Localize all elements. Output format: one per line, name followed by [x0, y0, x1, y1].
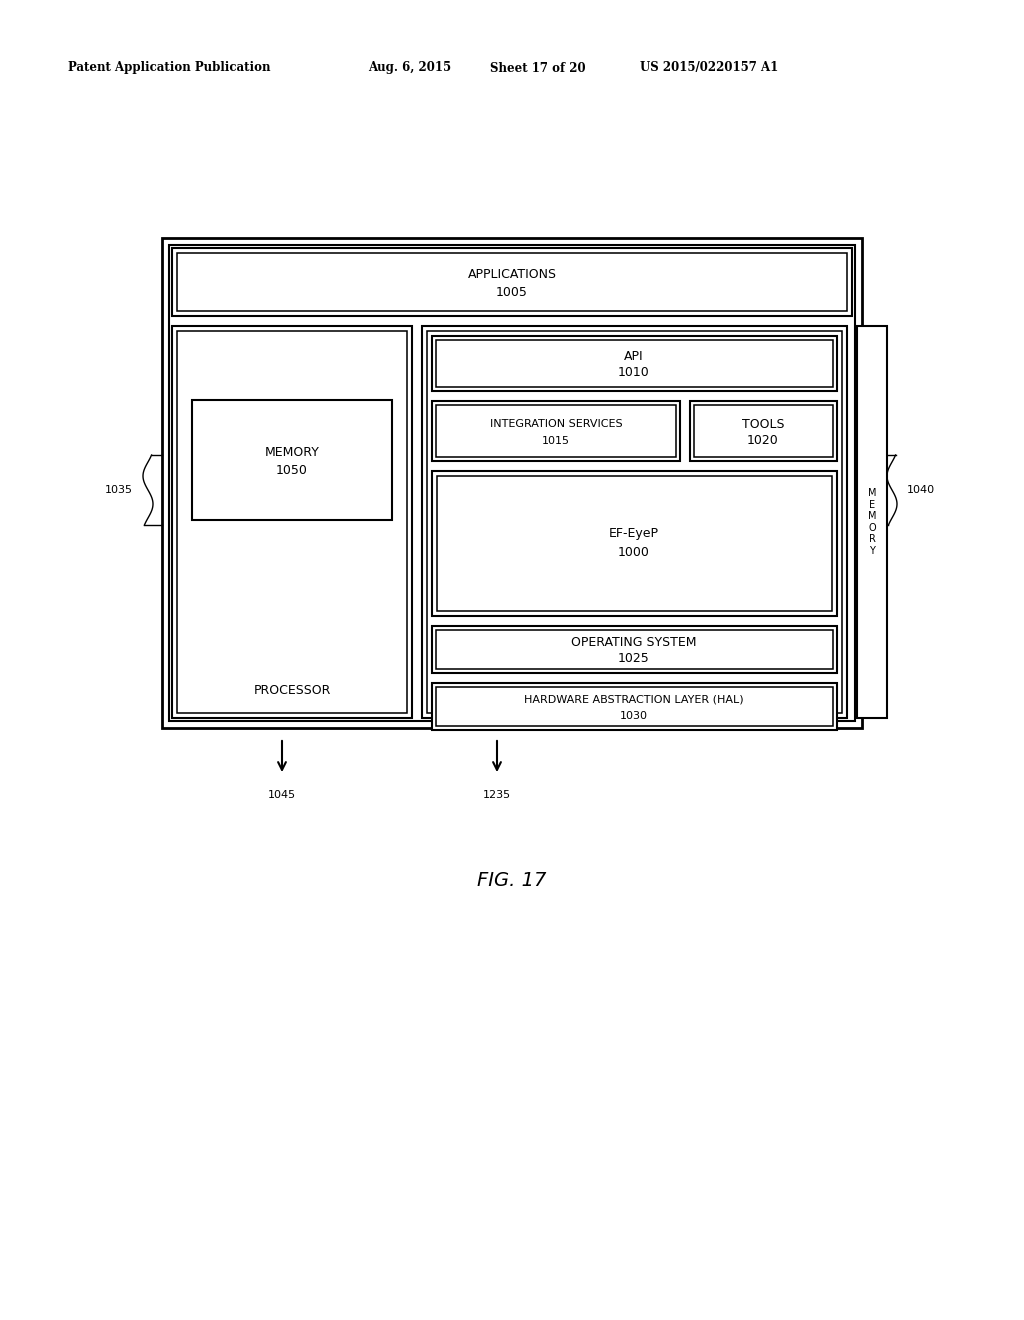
- Bar: [162, 238, 862, 729]
- Text: 1025: 1025: [618, 652, 650, 665]
- Bar: [432, 401, 680, 461]
- Text: INTEGRATION SERVICES: INTEGRATION SERVICES: [489, 418, 623, 429]
- Bar: [690, 401, 837, 461]
- Text: FIG. 17: FIG. 17: [477, 870, 547, 890]
- Text: Patent Application Publication: Patent Application Publication: [68, 62, 270, 74]
- Text: 1005: 1005: [496, 285, 528, 298]
- Bar: [432, 626, 837, 673]
- Text: 1000: 1000: [618, 546, 650, 560]
- Bar: [177, 253, 847, 312]
- Text: 1235: 1235: [483, 789, 511, 800]
- Text: EF-EyeP: EF-EyeP: [609, 528, 659, 540]
- Bar: [432, 337, 837, 391]
- Bar: [436, 405, 676, 457]
- Text: Sheet 17 of 20: Sheet 17 of 20: [490, 62, 586, 74]
- Bar: [172, 326, 412, 718]
- Bar: [694, 405, 833, 457]
- Bar: [177, 331, 407, 713]
- Bar: [432, 682, 837, 730]
- Bar: [436, 630, 833, 669]
- Text: APPLICATIONS: APPLICATIONS: [468, 268, 556, 281]
- Bar: [172, 248, 852, 315]
- Bar: [436, 686, 833, 726]
- Text: 1010: 1010: [618, 367, 650, 380]
- Text: HARDWARE ABSTRACTION LAYER (HAL): HARDWARE ABSTRACTION LAYER (HAL): [524, 694, 743, 704]
- Text: Aug. 6, 2015: Aug. 6, 2015: [368, 62, 452, 74]
- Bar: [432, 471, 837, 616]
- Text: 1040: 1040: [907, 484, 935, 495]
- Text: US 2015/0220157 A1: US 2015/0220157 A1: [640, 62, 778, 74]
- Text: 1020: 1020: [748, 434, 779, 447]
- Text: MEMORY: MEMORY: [264, 446, 319, 458]
- Bar: [422, 326, 847, 718]
- Text: 1015: 1015: [542, 436, 570, 446]
- Text: 1030: 1030: [620, 711, 648, 721]
- Text: API: API: [625, 350, 644, 363]
- Bar: [169, 246, 855, 721]
- Text: 1050: 1050: [276, 463, 308, 477]
- Text: OPERATING SYSTEM: OPERATING SYSTEM: [571, 635, 696, 648]
- Text: M
E
M
O
R
Y: M E M O R Y: [867, 488, 877, 556]
- Bar: [427, 331, 842, 713]
- Text: TOOLS: TOOLS: [741, 417, 784, 430]
- Bar: [193, 400, 392, 520]
- Bar: [437, 477, 831, 611]
- Bar: [857, 326, 887, 718]
- Bar: [436, 341, 833, 387]
- Text: PROCESSOR: PROCESSOR: [253, 684, 331, 697]
- Text: 1045: 1045: [268, 789, 296, 800]
- Text: 1035: 1035: [105, 484, 133, 495]
